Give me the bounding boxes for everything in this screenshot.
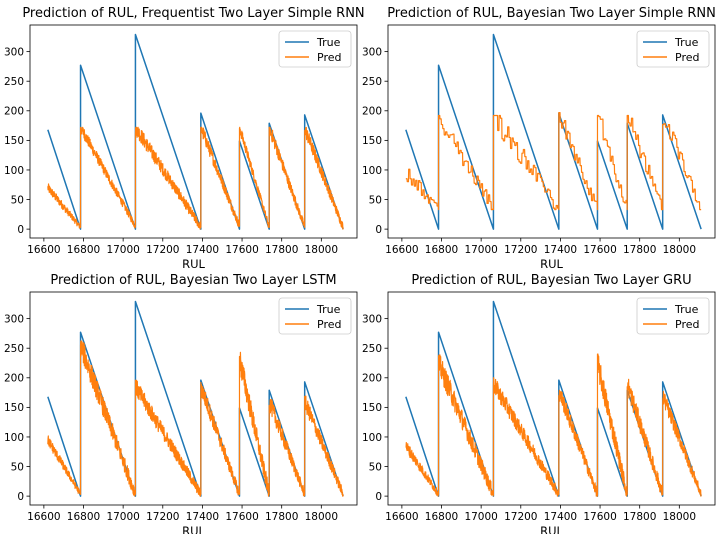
x-tick-label: 17800: [265, 244, 298, 256]
y-tick-label: 300: [4, 46, 24, 58]
y-tick-label: 100: [4, 432, 24, 444]
y-tick-label: 100: [362, 165, 382, 177]
x-tick-label: 17800: [623, 244, 656, 256]
y-tick-label: 0: [375, 491, 382, 503]
x-tick-label: 16800: [425, 244, 458, 256]
x-tick-label: 18000: [663, 244, 696, 256]
y-tick-label: 50: [369, 461, 382, 473]
subplot-1: Prediction of RUL, Frequentist Two Layer…: [4, 6, 365, 271]
y-tick-label: 250: [362, 76, 382, 88]
x-axis-label: RUL: [540, 257, 563, 271]
x-tick-label: 17200: [504, 511, 537, 523]
x-tick-label: 16800: [67, 511, 100, 523]
x-tick-label: 17600: [225, 244, 258, 256]
legend-label: True: [316, 36, 341, 49]
plot-frame: [387, 24, 716, 239]
y-tick-label: 300: [362, 46, 382, 58]
subplot-2: Prediction of RUL, Bayesian Two Layer Si…: [362, 6, 716, 271]
x-tick-label: 18000: [305, 244, 338, 256]
x-tick-label: 17800: [623, 511, 656, 523]
x-tick-label: 17000: [106, 244, 139, 256]
series-pred-line: [405, 353, 702, 497]
legend-label: True: [674, 303, 699, 316]
x-tick-label: 17400: [186, 511, 219, 523]
legend-box: [278, 297, 352, 335]
series-pred-line: [405, 111, 702, 211]
legend: True Pred: [636, 30, 710, 68]
x-tick-label: 18000: [305, 511, 338, 523]
series-true-line: [405, 33, 702, 230]
legend: True Pred: [278, 30, 352, 68]
x-axis-label: RUL: [182, 257, 205, 271]
legend: True Pred: [278, 297, 352, 335]
y-tick-label: 100: [4, 165, 24, 177]
x-tick-label: 17400: [544, 511, 577, 523]
legend-label: Pred: [317, 51, 341, 64]
y-tick-label: 250: [4, 343, 24, 355]
y-tick-label: 0: [17, 224, 24, 236]
x-tick-label: 17400: [544, 244, 577, 256]
x-tick-label: 17600: [583, 244, 616, 256]
x-tick-label: 17200: [146, 511, 179, 523]
plot-frame: [387, 291, 716, 506]
plot-frame: [29, 24, 358, 239]
chart-title: Prediction of RUL, Bayesian Two Layer GR…: [411, 273, 691, 288]
legend: True Pred: [636, 297, 710, 335]
x-tick-label: 17000: [106, 511, 139, 523]
y-tick-label: 300: [362, 313, 382, 325]
y-tick-label: 50: [369, 194, 382, 206]
y-tick-label: 150: [4, 402, 24, 414]
x-tick-label: 16600: [27, 511, 60, 523]
legend-label: Pred: [317, 318, 341, 331]
chart-title: Prediction of RUL, Frequentist Two Layer…: [22, 6, 364, 21]
x-tick-label: 17400: [186, 244, 219, 256]
x-tick-label: 16800: [67, 244, 100, 256]
x-tick-label: 17800: [265, 511, 298, 523]
plot-frame: [29, 291, 358, 506]
x-tick-label: 17200: [146, 244, 179, 256]
y-tick-label: 150: [362, 135, 382, 147]
x-axis-label: RUL: [540, 524, 563, 534]
legend-box: [278, 30, 352, 68]
y-tick-label: 0: [17, 491, 24, 503]
y-tick-label: 100: [362, 432, 382, 444]
y-tick-label: 300: [4, 313, 24, 325]
chart-title: Prediction of RUL, Bayesian Two Layer LS…: [50, 273, 336, 288]
x-tick-label: 16800: [425, 511, 458, 523]
x-tick-label: 17000: [464, 244, 497, 256]
series-pred-line: [47, 340, 344, 497]
legend-box: [636, 30, 710, 68]
x-tick-label: 16600: [385, 511, 418, 523]
x-tick-label: 17600: [225, 511, 258, 523]
y-tick-label: 150: [362, 402, 382, 414]
legend-label: True: [674, 36, 699, 49]
y-tick-label: 250: [4, 76, 24, 88]
legend-label: Pred: [675, 318, 699, 331]
y-tick-label: 200: [362, 106, 382, 118]
legend-box: [636, 297, 710, 335]
y-tick-label: 200: [4, 106, 24, 118]
x-tick-label: 18000: [663, 511, 696, 523]
x-axis-label: RUL: [182, 524, 205, 534]
x-tick-label: 17600: [583, 511, 616, 523]
series-pred-line: [47, 126, 344, 230]
subplot-3: Prediction of RUL, Bayesian Two Layer LS…: [4, 273, 358, 534]
x-tick-label: 17200: [504, 244, 537, 256]
y-tick-label: 50: [11, 461, 24, 473]
y-tick-label: 150: [4, 135, 24, 147]
subplot-4: Prediction of RUL, Bayesian Two Layer GR…: [362, 273, 716, 534]
x-tick-label: 16600: [27, 244, 60, 256]
y-tick-label: 250: [362, 343, 382, 355]
legend-label: Pred: [675, 51, 699, 64]
legend-label: True: [316, 303, 341, 316]
y-tick-label: 200: [4, 373, 24, 385]
y-tick-label: 0: [375, 224, 382, 236]
x-tick-label: 16600: [385, 244, 418, 256]
x-tick-label: 17000: [464, 511, 497, 523]
chart-title: Prediction of RUL, Bayesian Two Layer Si…: [387, 6, 716, 21]
y-tick-label: 200: [362, 373, 382, 385]
y-tick-label: 50: [11, 194, 24, 206]
